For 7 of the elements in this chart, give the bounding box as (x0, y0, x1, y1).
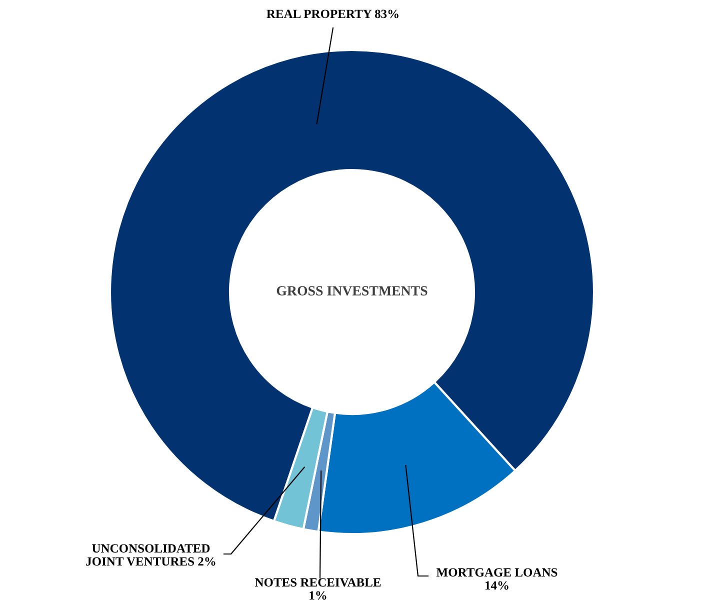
slice-label: UNCONSOLIDATED JOINT VENTURES 2% (86, 544, 216, 566)
text: GROSS INVESTMENTS (276, 286, 428, 296)
slice-label: NOTES RECEIVABLE (254, 578, 381, 587)
data-label: 1% (310, 591, 326, 600)
slice-label: MORTGAGE LOANS (436, 568, 558, 577)
slice-label: REAL PROPERTY 83% (266, 10, 398, 18)
data-label: 14% (486, 581, 508, 590)
